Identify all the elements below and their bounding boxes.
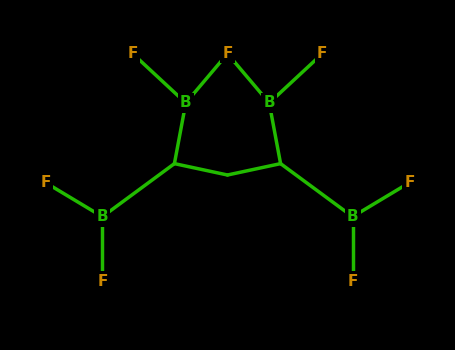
Text: B: B xyxy=(263,96,275,111)
Text: F: F xyxy=(97,274,107,289)
Text: F: F xyxy=(222,46,233,61)
Text: B: B xyxy=(180,96,192,111)
Text: F: F xyxy=(404,175,415,190)
Text: F: F xyxy=(222,46,233,61)
Text: B: B xyxy=(347,209,359,224)
Text: F: F xyxy=(317,46,328,61)
Text: F: F xyxy=(348,274,358,289)
Text: F: F xyxy=(40,175,51,190)
Text: F: F xyxy=(127,46,138,61)
Text: B: B xyxy=(96,209,108,224)
